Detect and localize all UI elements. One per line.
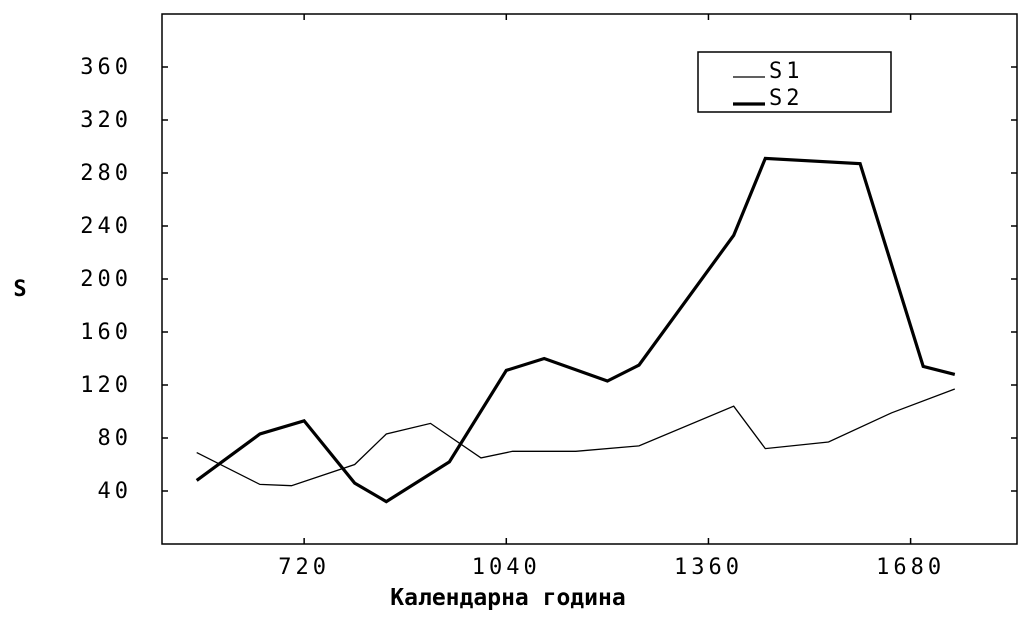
series-line-s1 [196,388,956,487]
y-axis-label: S [13,277,26,302]
y-tick-label: 80 [98,426,133,451]
series-line-s2 [195,156,956,504]
series-lines [195,156,956,504]
y-tick-label: 200 [80,267,132,292]
y-tick-label: 240 [80,214,132,239]
y-tick-label: 120 [80,373,132,398]
legend-label-s2: S2 [769,86,804,111]
axis-ticks: 40 80 120 160 200 240 280 320 360 720 1040 1360 1680 [80,14,1017,580]
y-tick-label: 360 [80,55,132,80]
y-tick-label: 160 [80,320,132,345]
legend-label-s1: S1 [769,59,804,84]
x-tick-label: 1680 [876,555,945,580]
y-tick-label: 40 [98,479,133,504]
legend-box [697,51,892,113]
x-tick-label: 720 [278,555,330,580]
y-tick-label: 280 [80,161,132,186]
x-tick-label: 1360 [674,555,743,580]
x-tick-label: 1040 [472,555,541,580]
y-tick-label: 320 [80,108,132,133]
x-axis-label: Календарна година [390,585,625,611]
